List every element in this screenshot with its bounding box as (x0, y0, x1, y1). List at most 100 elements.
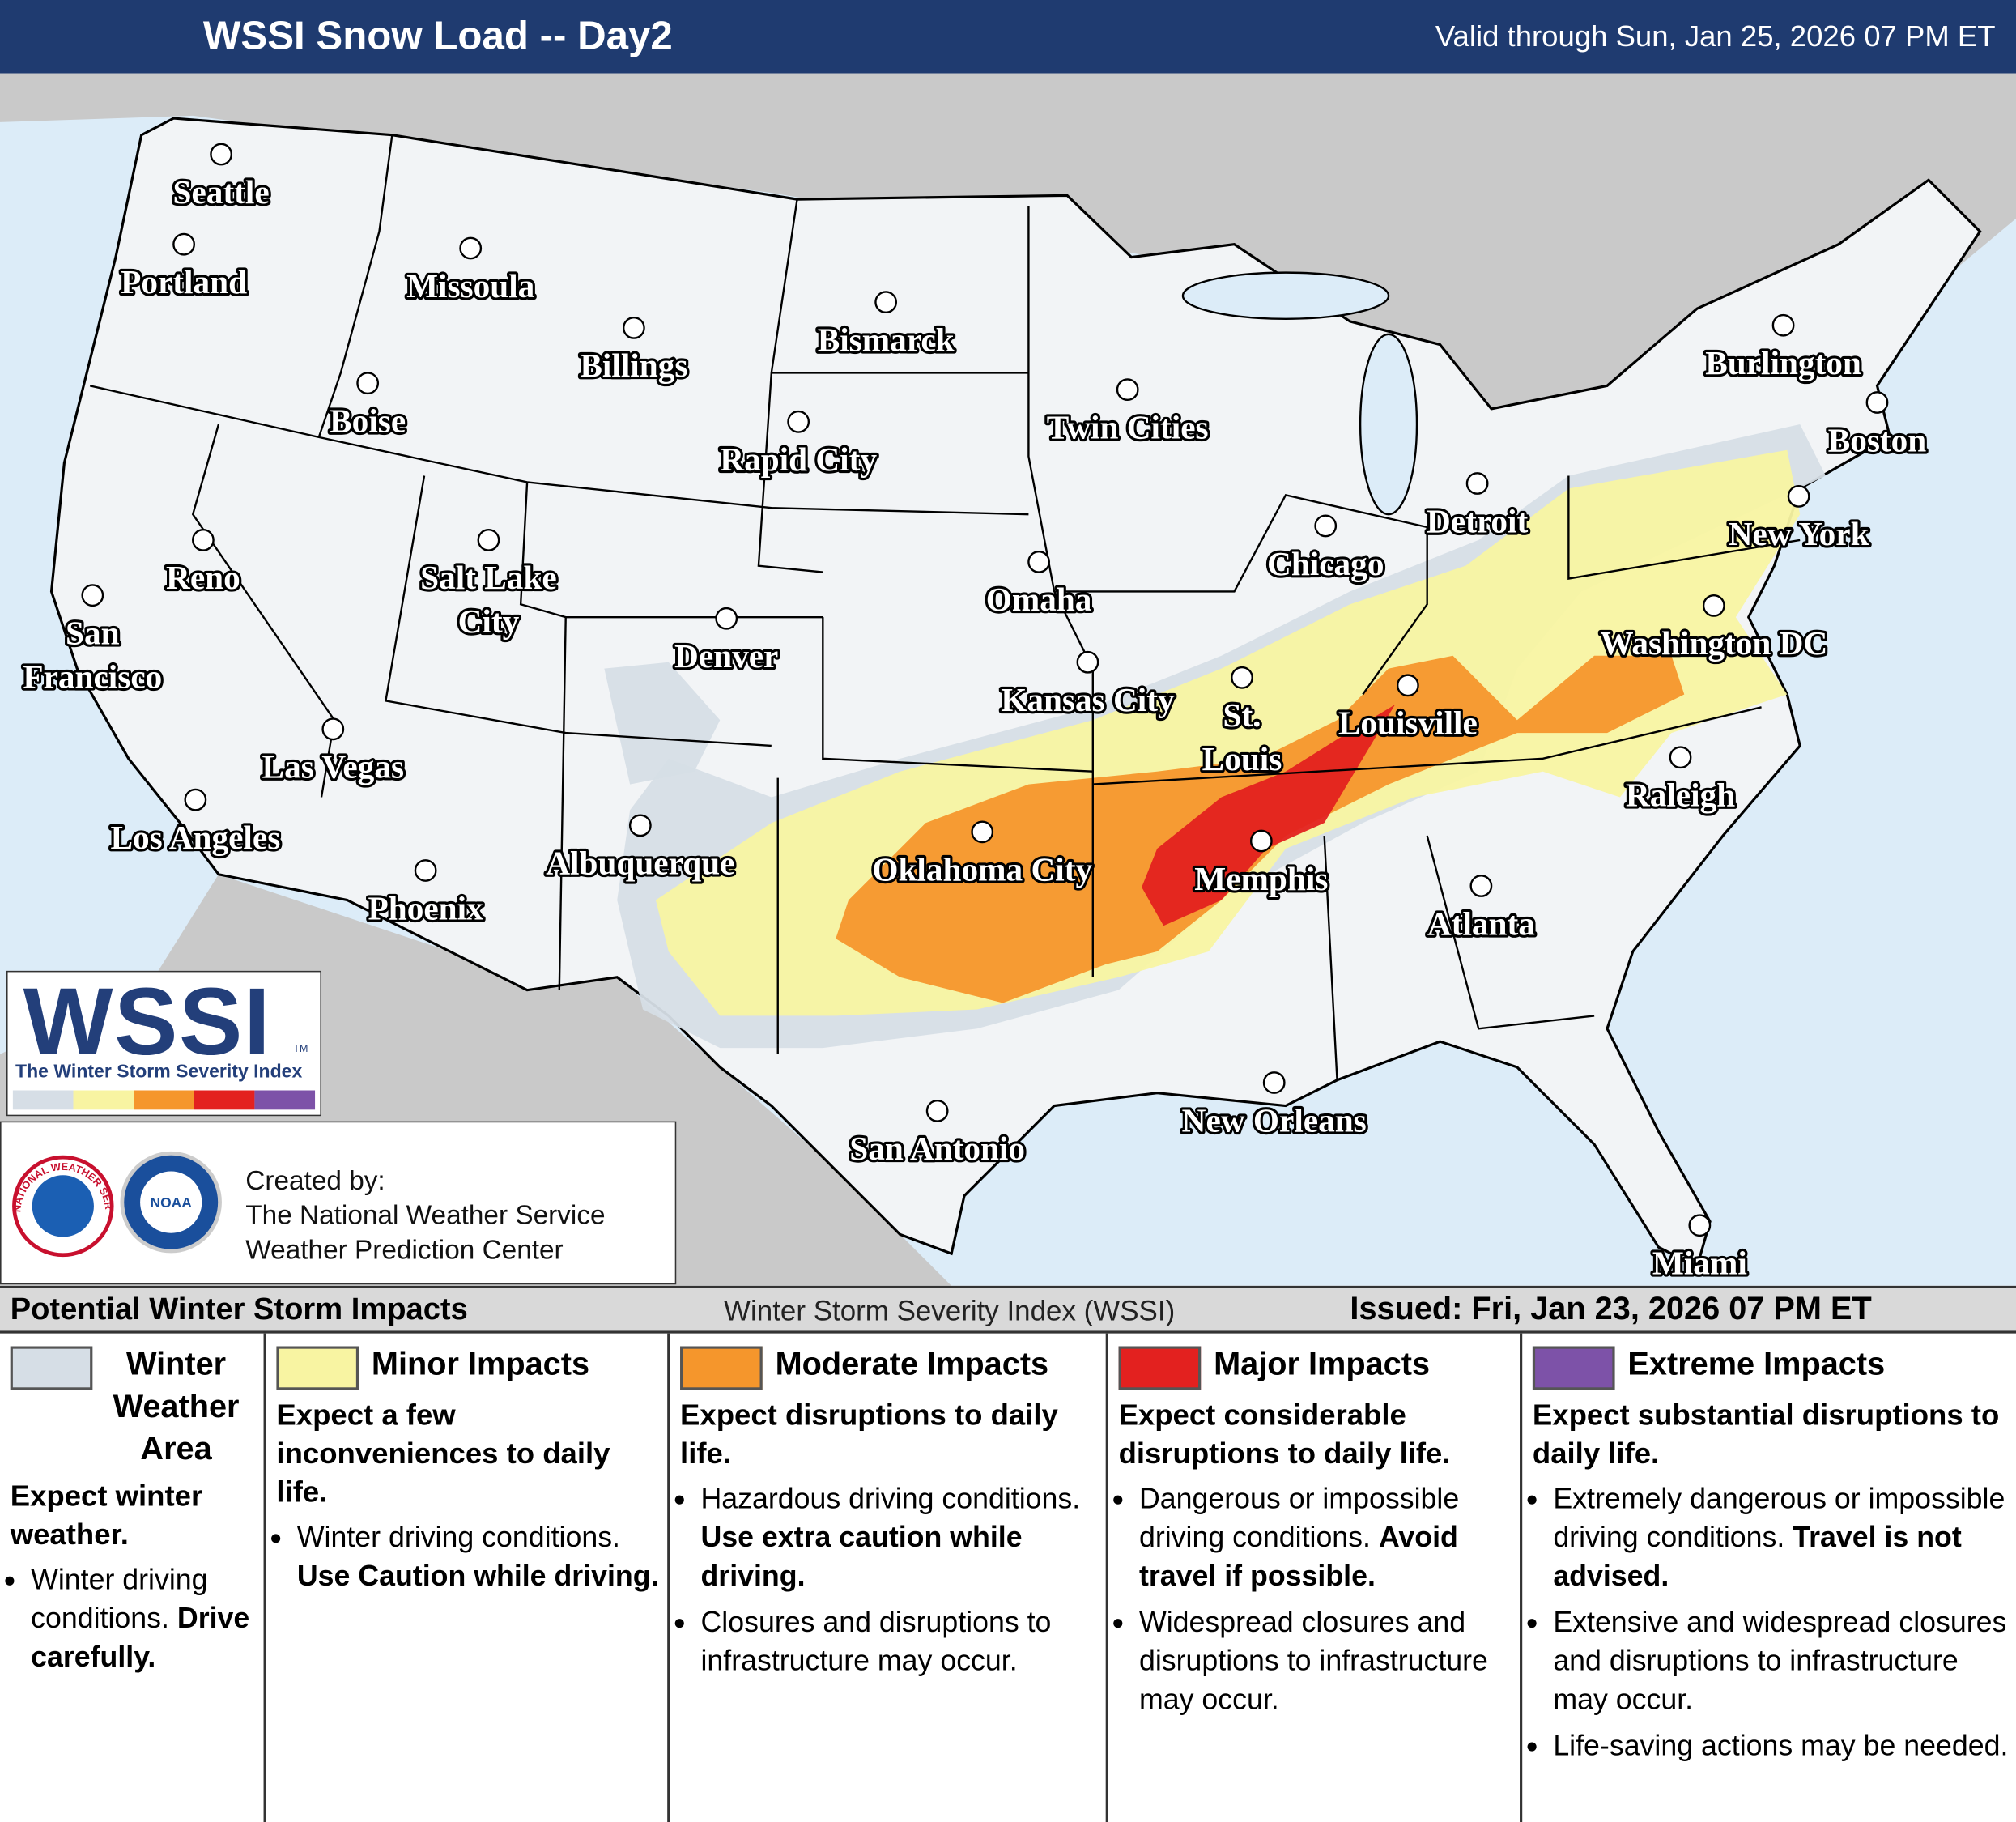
city-marker (1116, 378, 1139, 402)
city-marker (1314, 514, 1338, 538)
city-marker (1771, 313, 1795, 337)
legend-category-name: Minor Impacts (371, 1346, 590, 1382)
city-label: Kansas City (1001, 681, 1175, 718)
legend-column-header: Major Impacts (1118, 1343, 1512, 1390)
city-label: Detroit (1427, 502, 1529, 539)
nws-logo-center (32, 1175, 94, 1237)
city-label: Twin Cities (1047, 408, 1209, 445)
legend-column: Winter Weather Area Expect winter weather… (0, 1333, 266, 1822)
city-label: Boston (1828, 421, 1927, 458)
credit-line: The National Weather Service (245, 1201, 606, 1231)
legend-summary: Expect disruptions to daily life. (680, 1398, 1058, 1470)
city-label: Oklahoma City (872, 851, 1092, 888)
legend-bullet: Extremely dangerous or impossible drivin… (1553, 1480, 2008, 1596)
city-marker (1865, 391, 1889, 414)
agency-logos: NATIONAL WEATHER SERVICE NOAA (2, 1122, 222, 1258)
legend-bullet: Winter driving conditions. Use Caution w… (297, 1518, 660, 1595)
bullet-text: Life-saving actions may be needed. (1553, 1729, 2009, 1762)
legend-bullet: Life-saving actions may be needed. (1553, 1726, 2008, 1765)
legend-index-name: Winter Storm Severity Index (WSSI) (724, 1294, 1176, 1327)
city-marker (321, 717, 345, 741)
city-label: Denver (674, 637, 778, 675)
legend-column: Moderate Impacts Expect disruptions to da… (670, 1333, 1108, 1822)
wssi-logo: WSSI TM The Winter Storm Severity Index (6, 968, 322, 1117)
legend-bullets: Winter driving conditions. Drive careful… (11, 1561, 256, 1677)
city-marker (628, 814, 652, 837)
bullet-emphasis: Travel is not advised. (1553, 1521, 1962, 1592)
legend-column: Extreme Impacts Expect substantial disrup… (1522, 1334, 2016, 1822)
city-label: San (66, 615, 120, 652)
city-label: Burlington (1705, 344, 1861, 381)
city-label: Louisville (1338, 705, 1478, 742)
legend-columns: Winter Weather Area Expect winter weather… (0, 1333, 2016, 1822)
city-marker (1469, 875, 1493, 897)
bullet-text: Winter driving conditions. (31, 1563, 208, 1635)
legend-summary: Expect considerable disruptions to daily… (1118, 1398, 1451, 1470)
city-label: Chicago (1267, 545, 1384, 582)
logo-subtitle: The Winter Storm Severity Index (15, 1062, 303, 1083)
bullet-text: Hazardous driving conditions. (700, 1482, 1081, 1515)
city-label: Los Angeles (110, 819, 280, 856)
city-label: San Antonio (849, 1130, 1025, 1167)
legend-bullet: Hazardous driving conditions. Use extra … (700, 1480, 1098, 1596)
city-label: Salt Lake (420, 559, 557, 596)
city-label: Memphis (1194, 860, 1328, 897)
city-label: Phoenix (368, 889, 484, 926)
legend-column-header: Minor Impacts (276, 1343, 659, 1390)
legend-bullet: Dangerous or impossible driving conditio… (1139, 1480, 1512, 1596)
legend-category-name: Major Impacts (1214, 1346, 1431, 1382)
city-label: New York (1729, 515, 1869, 552)
city-label: Albuquerque (546, 845, 734, 882)
bullet-text: Extremely dangerous or impossible drivin… (1553, 1482, 2005, 1554)
city-marker (1787, 485, 1810, 508)
city-marker (192, 529, 215, 551)
city-marker (622, 317, 645, 339)
bullet-emphasis: Use extra caution while driving. (700, 1521, 1023, 1592)
bullet-text: Extensive and widespread closures and di… (1553, 1606, 2007, 1716)
legend-category-name: Moderate Impacts (775, 1346, 1049, 1382)
noaa-logo-center (140, 1171, 202, 1233)
strip-segment (254, 1090, 316, 1110)
city-marker (1231, 666, 1253, 689)
city-label: Omaha (986, 581, 1092, 618)
logo-color-strip (12, 1090, 316, 1110)
cities: Seattle Portland Missoula Billings Bismarck B… (20, 143, 1929, 1284)
impact-area (604, 662, 721, 785)
canada (0, 73, 2016, 476)
city-label: Missoula (406, 267, 535, 304)
city-label: Portland (121, 263, 247, 300)
impact-areas (604, 424, 1826, 1049)
credit-lines: Created by: The National Weather Service W… (245, 1164, 605, 1268)
legend-bullet: Extensive and widespread closures and di… (1553, 1603, 2008, 1719)
city-marker (459, 236, 483, 260)
legend-bullet: Widespread closures and disruptions to i… (1139, 1603, 1512, 1719)
city-label: St. (1223, 696, 1261, 734)
lake-michigan (1359, 333, 1418, 516)
city-marker (1076, 650, 1099, 674)
strip-segment (134, 1090, 194, 1110)
strip-segment (194, 1090, 255, 1110)
city-label: Miami (1652, 1245, 1747, 1282)
city-marker (1669, 746, 1692, 769)
city-marker (874, 291, 898, 314)
bullet-emphasis: Avoid travel if possible. (1138, 1521, 1458, 1592)
city-label: Raleigh (1626, 777, 1735, 814)
lake-superior (1181, 271, 1390, 320)
city-marker (414, 859, 437, 882)
legend-header: Potential Winter Storm Impacts Winter St… (0, 1288, 2016, 1334)
legend-bullets: Extremely dangerous or impossible drivin… (1533, 1480, 2009, 1766)
state-lines (89, 134, 1801, 1080)
header: WSSI Snow Load -- Day2 Valid through Sun… (0, 0, 2016, 74)
city-marker (787, 410, 810, 433)
bullet-text: Winter driving conditions. (296, 1521, 620, 1554)
logo-trademark: TM (293, 1042, 308, 1055)
city-label: Francisco (23, 658, 162, 696)
legend: Potential Winter Storm Impacts Winter St… (0, 1285, 2016, 1822)
city-marker (81, 584, 104, 607)
bullet-text: Widespread closures and disruptions to i… (1138, 1606, 1488, 1716)
city-marker (210, 143, 233, 166)
city-marker (1249, 829, 1273, 853)
strip-segment (73, 1090, 134, 1110)
